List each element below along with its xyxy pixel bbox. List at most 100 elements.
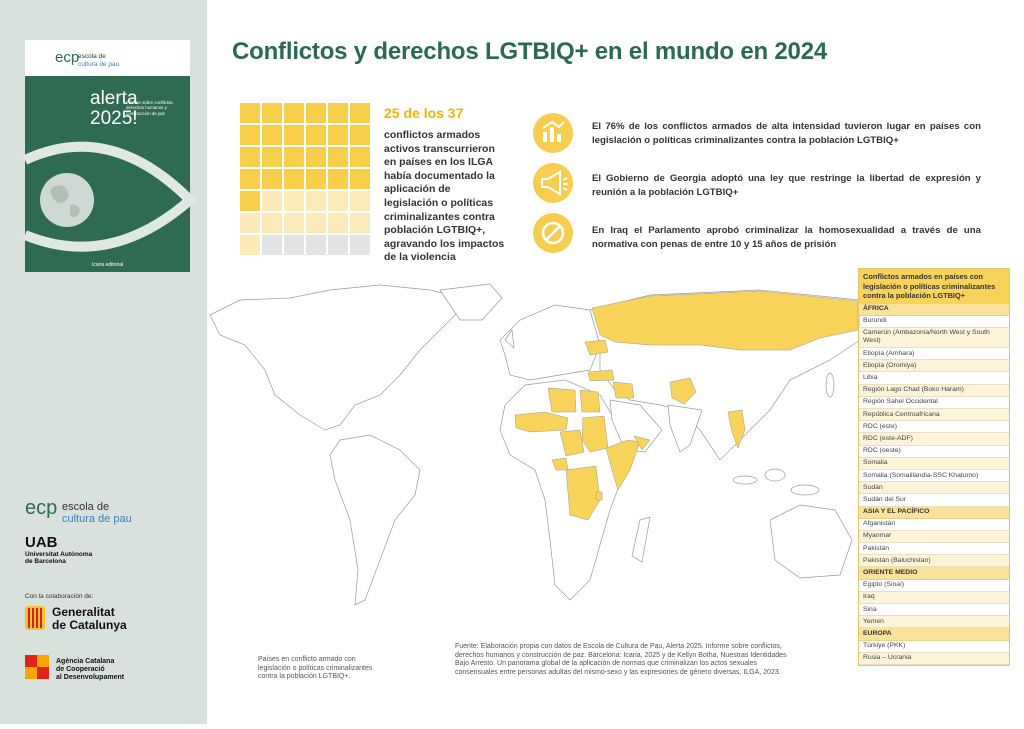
world-map [209, 283, 860, 606]
table-row: Iraq [859, 591, 1009, 604]
waffle-filled [350, 103, 370, 123]
table-section: ORIENTE MEDIO [859, 567, 1009, 580]
cover-subtitle: Informe sobre conflictos, derechos human… [126, 100, 174, 116]
waffle-empty [262, 235, 282, 255]
stat-headline: 25 de los 37 [384, 105, 464, 121]
waffle-other [240, 235, 260, 255]
uab-logo: UAB [25, 534, 58, 551]
table-row: Región Sahel Occidental [859, 397, 1009, 409]
waffle-other [306, 191, 326, 211]
waffle-filled [284, 169, 304, 189]
ecp-text: escola de [62, 501, 109, 513]
waffle-other [350, 191, 370, 211]
sidebar-graphics: ecp escola de cultura de pau alerta 2025… [22, 40, 198, 681]
collab-label: Con la colaboración de: [25, 593, 93, 600]
waffle-filled [306, 169, 326, 189]
cover-eye [22, 141, 198, 252]
icon-megaphone [533, 163, 573, 203]
table-row: Somalia [859, 457, 1009, 470]
table-row: Pakistán [859, 543, 1009, 556]
cover-brand: escola de [78, 53, 106, 60]
waffle-empty [328, 235, 348, 255]
waffle-other [240, 213, 260, 233]
conflict-table: Conflictos armados en países con legisla… [858, 268, 1010, 666]
table-row: Pakistán (Baluchistan) [859, 555, 1009, 568]
waffle-filled [240, 103, 260, 123]
waffle-filled [328, 103, 348, 123]
table-row: Etiopía (Oromiya) [859, 360, 1009, 373]
waffle-other [328, 213, 348, 233]
table-row: Rusia – Ucrania [859, 652, 1009, 665]
table-row: República Centroafricana [859, 409, 1009, 422]
waffle-filled [328, 147, 348, 167]
table-row: Somalia (Somalilandia-SSC Khatumo) [859, 470, 1009, 483]
table-row: Türkiye (PKK) [859, 641, 1009, 653]
uab-text: de Barcelona [25, 558, 66, 565]
waffle-other [350, 213, 370, 233]
table-row: Yemen [859, 616, 1009, 629]
table-row: Sudán [859, 482, 1009, 495]
table-row: Siria [859, 604, 1009, 617]
waffle-filled [262, 169, 282, 189]
waffle-filled [240, 125, 260, 145]
waffle-filled [284, 147, 304, 167]
waffle-filled [240, 169, 260, 189]
waffle-empty [350, 235, 370, 255]
waffle-other [262, 213, 282, 233]
icon-prohibited [533, 213, 573, 253]
table-row: Etiopía (Amhara) [859, 348, 1009, 361]
waffle-filled [306, 103, 326, 123]
waffle-filled [306, 147, 326, 167]
waffle-filled [262, 125, 282, 145]
table-section: ÁFRICA [859, 303, 1009, 316]
table-row: Afganistán [859, 519, 1009, 531]
accd-text: al Desenvolupament [56, 674, 125, 681]
waffle-filled [284, 125, 304, 145]
waffle-filled [328, 169, 348, 189]
icon-chart [533, 113, 573, 153]
waffle-other [284, 191, 304, 211]
cover-brand: cultura de pau [78, 61, 120, 68]
waffle-filled [328, 125, 348, 145]
table-row: Myanmar [859, 530, 1009, 544]
fact-text: En Iraq el Parlamento aprobó criminaliza… [592, 225, 981, 250]
accd-text: Agència Catalana [56, 658, 114, 665]
table-row: Sudán del Sur [859, 494, 1009, 507]
fact-text: El Gobierno de Georgia adoptó una ley qu… [592, 173, 981, 198]
waffle-other [284, 213, 304, 233]
waffle-other [306, 213, 326, 233]
waffle-filled [350, 169, 370, 189]
waffle-filled [240, 147, 260, 167]
cover-globe-land [50, 185, 80, 218]
source-text: Fuente: Elaboración propia con datos de … [455, 643, 787, 676]
waffle-filled [350, 125, 370, 145]
cover-publisher: Icaria editorial [92, 262, 123, 268]
waffle-other [262, 191, 282, 211]
cover-title: alerta [90, 88, 138, 109]
generalitat-text: de Catalunya [52, 618, 127, 632]
waffle-filled [262, 103, 282, 123]
legend-text: Países en conflicto armado con legislaci… [258, 656, 373, 681]
fact-text: El 76% de los conflictos armados de alta… [592, 121, 981, 146]
table-row: Región Lago Chad (Boko Haram) [859, 384, 1009, 397]
table-title: Conflictos armados en países con legisla… [859, 269, 1009, 304]
waffle-empty [284, 235, 304, 255]
cover-title: 2025! [90, 108, 138, 129]
table-row: RDC (este) [859, 421, 1009, 434]
table-row: RDC (oeste) [859, 446, 1009, 458]
generalitat-text: Generalitat [52, 605, 115, 619]
waffle-filled [240, 191, 260, 211]
conflict-countries [514, 290, 859, 521]
main-title: Conflictos y derechos LGTBIQ+ en el mund… [232, 38, 828, 65]
cover-globe [40, 173, 94, 227]
sidebar: ecp escola de cultura de pau alerta 2025… [0, 0, 207, 724]
table-row: RDC (este-ADF) [859, 433, 1009, 446]
uab-text: Universitat Autònoma [25, 551, 93, 558]
ecp-logo: ecp [25, 497, 57, 519]
accd-icon [25, 655, 49, 679]
waffle-filled [350, 147, 370, 167]
waffle-filled [284, 103, 304, 123]
table-row: Libia [859, 372, 1009, 385]
table-section: EUROPA [859, 628, 1009, 641]
